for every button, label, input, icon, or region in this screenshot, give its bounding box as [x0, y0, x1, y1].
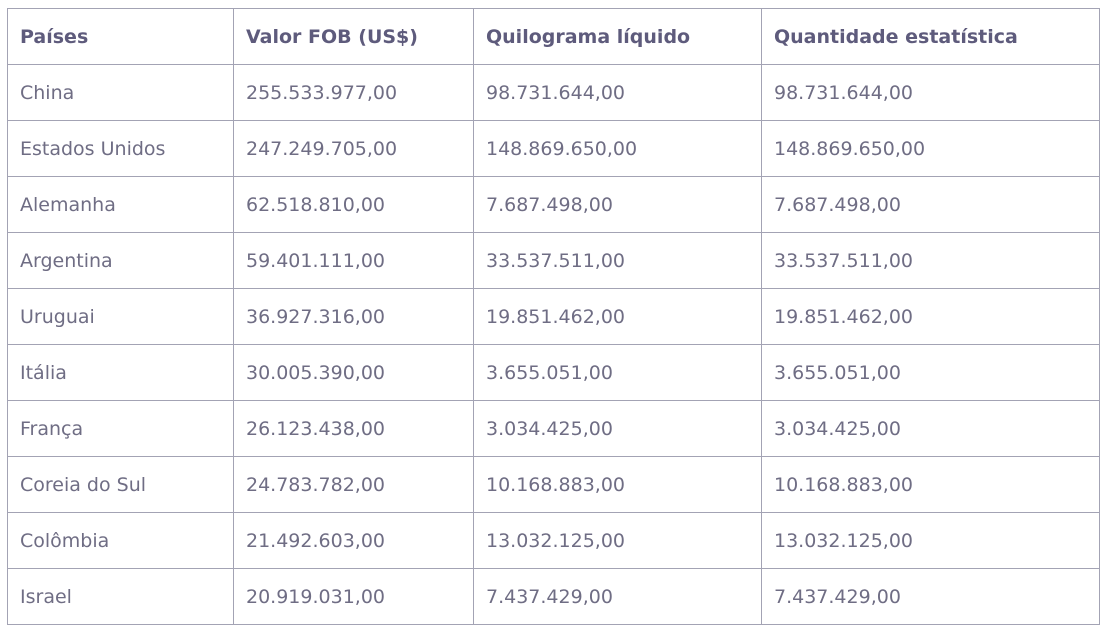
cell-valor-fob: 20.919.031,00	[233, 568, 474, 625]
cell-valor-fob: 62.518.810,00	[233, 176, 474, 233]
cell-valor-fob: 247.249.705,00	[233, 120, 474, 177]
cell-quilograma-liquido: 7.687.498,00	[473, 176, 762, 233]
table-row: França 26.123.438,00 3.034.425,00 3.034.…	[7, 400, 1100, 457]
cell-valor-fob: 21.492.603,00	[233, 512, 474, 569]
cell-valor-fob: 30.005.390,00	[233, 344, 474, 401]
table-row: Alemanha 62.518.810,00 7.687.498,00 7.68…	[7, 176, 1100, 233]
cell-quantidade-estatistica: 98.731.644,00	[761, 64, 1100, 121]
header-valor-fob: Valor FOB (US$)	[233, 8, 474, 65]
cell-pais: França	[7, 400, 234, 457]
cell-quantidade-estatistica: 13.032.125,00	[761, 512, 1100, 569]
table-row: Uruguai 36.927.316,00 19.851.462,00 19.8…	[7, 288, 1100, 345]
table-row: Israel 20.919.031,00 7.437.429,00 7.437.…	[7, 568, 1100, 625]
cell-pais: Argentina	[7, 232, 234, 289]
header-paises: Países	[7, 8, 234, 65]
cell-quilograma-liquido: 148.869.650,00	[473, 120, 762, 177]
cell-valor-fob: 255.533.977,00	[233, 64, 474, 121]
cell-quantidade-estatistica: 3.655.051,00	[761, 344, 1100, 401]
cell-valor-fob: 26.123.438,00	[233, 400, 474, 457]
table-row: Itália 30.005.390,00 3.655.051,00 3.655.…	[7, 344, 1100, 401]
cell-quilograma-liquido: 10.168.883,00	[473, 456, 762, 513]
cell-quantidade-estatistica: 33.537.511,00	[761, 232, 1100, 289]
table-container: Países Valor FOB (US$) Quilograma líquid…	[7, 8, 1100, 625]
table-row: Argentina 59.401.111,00 33.537.511,00 33…	[7, 232, 1100, 289]
table-header-row: Países Valor FOB (US$) Quilograma líquid…	[7, 8, 1100, 65]
header-quilograma-liquido: Quilograma líquido	[473, 8, 762, 65]
table-row: Colômbia 21.492.603,00 13.032.125,00 13.…	[7, 512, 1100, 569]
table-row: China 255.533.977,00 98.731.644,00 98.73…	[7, 64, 1100, 121]
cell-pais: Uruguai	[7, 288, 234, 345]
cell-quilograma-liquido: 3.034.425,00	[473, 400, 762, 457]
cell-quilograma-liquido: 19.851.462,00	[473, 288, 762, 345]
cell-quantidade-estatistica: 3.034.425,00	[761, 400, 1100, 457]
table-row: Coreia do Sul 24.783.782,00 10.168.883,0…	[7, 456, 1100, 513]
cell-quilograma-liquido: 33.537.511,00	[473, 232, 762, 289]
cell-quantidade-estatistica: 10.168.883,00	[761, 456, 1100, 513]
cell-quantidade-estatistica: 19.851.462,00	[761, 288, 1100, 345]
cell-quilograma-liquido: 98.731.644,00	[473, 64, 762, 121]
cell-pais: Coreia do Sul	[7, 456, 234, 513]
cell-quantidade-estatistica: 148.869.650,00	[761, 120, 1100, 177]
cell-quantidade-estatistica: 7.437.429,00	[761, 568, 1100, 625]
cell-pais: Alemanha	[7, 176, 234, 233]
cell-quilograma-liquido: 7.437.429,00	[473, 568, 762, 625]
cell-valor-fob: 36.927.316,00	[233, 288, 474, 345]
cell-quantidade-estatistica: 7.687.498,00	[761, 176, 1100, 233]
cell-quilograma-liquido: 13.032.125,00	[473, 512, 762, 569]
cell-pais: Colômbia	[7, 512, 234, 569]
cell-pais: Itália	[7, 344, 234, 401]
cell-valor-fob: 59.401.111,00	[233, 232, 474, 289]
cell-pais: China	[7, 64, 234, 121]
cell-pais: Estados Unidos	[7, 120, 234, 177]
exports-by-country-table: Países Valor FOB (US$) Quilograma líquid…	[7, 8, 1100, 625]
header-quantidade-estatistica: Quantidade estatística	[761, 8, 1100, 65]
cell-valor-fob: 24.783.782,00	[233, 456, 474, 513]
cell-pais: Israel	[7, 568, 234, 625]
cell-quilograma-liquido: 3.655.051,00	[473, 344, 762, 401]
table-row: Estados Unidos 247.249.705,00 148.869.65…	[7, 120, 1100, 177]
